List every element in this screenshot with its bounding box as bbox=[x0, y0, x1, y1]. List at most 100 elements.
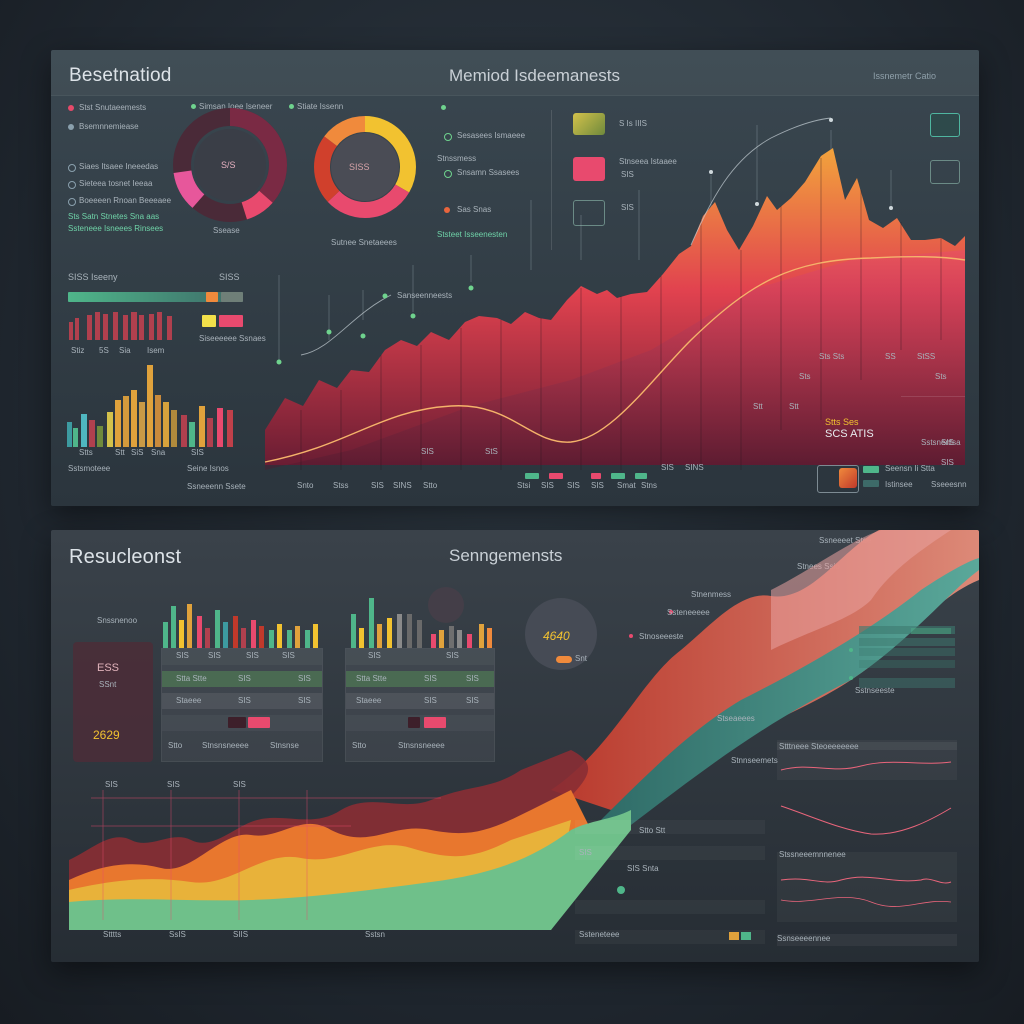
table-row[interactable] bbox=[346, 693, 494, 709]
list-label: Stnenmess bbox=[691, 590, 732, 599]
highlight-text: Sts Satn Stnetes Sna aas bbox=[68, 212, 160, 221]
divider bbox=[901, 396, 965, 397]
swatch-button[interactable] bbox=[573, 157, 605, 181]
legend-dot-icon bbox=[191, 104, 196, 109]
list-label: Sstnseeste bbox=[855, 686, 895, 695]
mini-chart-title: SISS Iseeny bbox=[68, 272, 118, 282]
right-tag: SIS bbox=[941, 438, 954, 447]
x-tick: Sstsn bbox=[365, 930, 386, 939]
data-table-1: SIS SIS SIS SIS Stta Stte SIS SIS Staeee… bbox=[161, 648, 323, 762]
image-thumbnail[interactable] bbox=[817, 465, 859, 493]
list-header: Stnssmess bbox=[437, 154, 477, 163]
list-item: Sesasees Ismaeee bbox=[457, 131, 526, 140]
gauge-caption: Snt bbox=[575, 654, 588, 663]
top-tick: SIS bbox=[167, 780, 180, 789]
summary-card[interactable] bbox=[73, 642, 153, 762]
table-header-cell: SIS bbox=[208, 651, 221, 660]
x-tick: SINS bbox=[685, 463, 704, 472]
mid-label: Ssteneteee bbox=[579, 930, 620, 939]
donut-caption: Ssease bbox=[213, 226, 240, 235]
progress-marker bbox=[221, 292, 243, 302]
table-cell: Stto bbox=[352, 741, 367, 750]
summary-value: 2629 bbox=[93, 728, 120, 742]
swatch-button[interactable] bbox=[573, 113, 605, 135]
table-cell: Stnsnsneeee bbox=[398, 741, 445, 750]
table-cell: Stta Stte bbox=[356, 674, 387, 683]
x-tick: Smat bbox=[617, 481, 636, 490]
highlight-text: Ssteneee Isneees Rinsees bbox=[68, 224, 164, 233]
table-cell: SIS bbox=[466, 696, 479, 705]
legend-dot-icon bbox=[289, 104, 294, 109]
legend-dot-icon bbox=[68, 124, 74, 130]
chart-points bbox=[276, 285, 474, 365]
right-tag: SIS bbox=[941, 458, 954, 467]
mini-bottom-tick: SIS bbox=[191, 448, 204, 457]
right-side-value: Sts bbox=[799, 372, 811, 381]
chart-guide-lines bbox=[91, 790, 441, 920]
x-tick: SIS bbox=[541, 481, 554, 490]
x-tick: SIIS bbox=[233, 930, 249, 939]
x-tick: SIS bbox=[567, 481, 580, 490]
table-header-row bbox=[162, 649, 322, 665]
mini-bottom-tick: Seine Isnos bbox=[187, 464, 229, 473]
mini-panel-title: Stssneeemnnenee bbox=[779, 850, 846, 859]
donut-value: S/S bbox=[221, 160, 236, 170]
table-cell: SIS bbox=[238, 674, 251, 683]
list-dot-icon bbox=[68, 181, 76, 189]
header-right-label[interactable]: Issnemetr Catio bbox=[873, 71, 937, 81]
x-tick: Stsi bbox=[517, 481, 531, 490]
list-dot-icon bbox=[441, 105, 446, 110]
table-row[interactable] bbox=[162, 693, 322, 709]
table-row[interactable] bbox=[162, 671, 322, 687]
mini-caption: Siseeeeee Ssnaes bbox=[199, 334, 266, 343]
table-cell: SIS bbox=[298, 674, 311, 683]
table-header-cell: SIS bbox=[176, 651, 189, 660]
legend-dot-icon bbox=[68, 105, 74, 111]
mid-label: SIS bbox=[579, 848, 592, 857]
right-value: SS bbox=[885, 352, 896, 361]
table-cell: SIS bbox=[466, 674, 479, 683]
x-tick: SIS bbox=[661, 463, 674, 472]
annotation-curve bbox=[300, 117, 832, 356]
chart-points-2 bbox=[709, 118, 893, 210]
chat-icon[interactable] bbox=[573, 200, 605, 226]
table-cell: Stnsnse bbox=[270, 741, 299, 750]
table-row[interactable] bbox=[346, 671, 494, 687]
right-side-value: Stt bbox=[753, 402, 763, 411]
header-right-label[interactable]: Ssneeeet Stee bbox=[819, 536, 872, 545]
x-tick: SsIS bbox=[169, 930, 186, 939]
top-tick: SIS bbox=[233, 780, 246, 789]
legend-item: Bsemnnemiease bbox=[79, 122, 139, 131]
right-side-value: Stt bbox=[789, 402, 799, 411]
legend-item: Stst Snutaeemests bbox=[79, 103, 147, 112]
list-item: Sas Snas bbox=[457, 205, 492, 214]
table-row[interactable] bbox=[346, 715, 494, 731]
legend-small-label: Stiate Issenn bbox=[297, 102, 344, 111]
progress-bar bbox=[68, 292, 243, 302]
donut-charts bbox=[173, 108, 416, 222]
table-header-cell: SIS bbox=[282, 651, 295, 660]
table-cell: SIS bbox=[238, 696, 251, 705]
status-chip bbox=[248, 717, 270, 728]
donut-caption: Sutnee Snetaeees bbox=[331, 238, 397, 247]
x-tick: SIS bbox=[591, 481, 604, 490]
mini-bar-chart-2 bbox=[67, 365, 233, 447]
export-icon[interactable] bbox=[930, 113, 960, 137]
link-icon[interactable] bbox=[930, 160, 960, 184]
status-chip bbox=[408, 717, 420, 728]
list-dot-icon bbox=[68, 198, 76, 206]
gauge-chip bbox=[556, 656, 572, 663]
area-series-pink bbox=[771, 530, 951, 650]
right-side-value: Sts bbox=[935, 372, 947, 381]
x-tick: Snto bbox=[297, 481, 314, 490]
x-tick: Stto bbox=[423, 481, 438, 490]
panel-subtitle: Memiod Isdeemanests bbox=[449, 66, 621, 85]
panel-subtitle: Senngemensts bbox=[449, 546, 563, 565]
status-chip bbox=[863, 480, 879, 487]
list-label: Stnoseeeste bbox=[639, 632, 684, 641]
list-dot-icon bbox=[68, 164, 76, 172]
right-footer: Sseeesnn bbox=[931, 480, 967, 489]
x-tick: Stss bbox=[333, 481, 349, 490]
mini-panel-title: Ssnseeeennee bbox=[777, 934, 831, 943]
top-tick: SIS bbox=[105, 780, 118, 789]
